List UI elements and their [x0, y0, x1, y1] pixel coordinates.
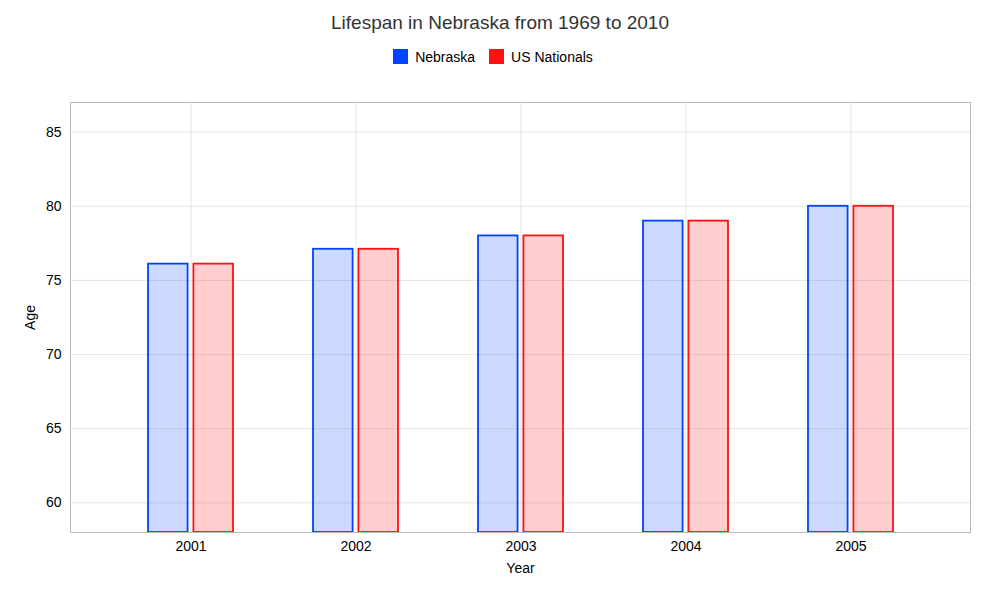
svg-text:2004: 2004	[670, 538, 701, 554]
svg-text:Year: Year	[506, 560, 535, 576]
svg-text:80: 80	[46, 198, 62, 214]
svg-text:2003: 2003	[505, 538, 536, 554]
svg-text:2002: 2002	[340, 538, 371, 554]
html-text:Nebraska: Nebraska	[415, 48, 476, 65]
svg-text:60: 60	[46, 494, 62, 510]
html-text:Lifespan in Nebraska from 1969: Lifespan in Nebraska from 1969 to 2010	[331, 12, 669, 33]
svg-text:75: 75	[46, 272, 62, 288]
svg-text:2005: 2005	[835, 538, 866, 554]
svg-text:70: 70	[46, 346, 62, 362]
svg-text:85: 85	[46, 124, 62, 140]
svg-text:2001: 2001	[175, 538, 206, 554]
svg-text:65: 65	[46, 420, 62, 436]
svg-text:Age: Age	[22, 305, 38, 330]
html-text:US Nationals: US Nationals	[511, 48, 593, 65]
